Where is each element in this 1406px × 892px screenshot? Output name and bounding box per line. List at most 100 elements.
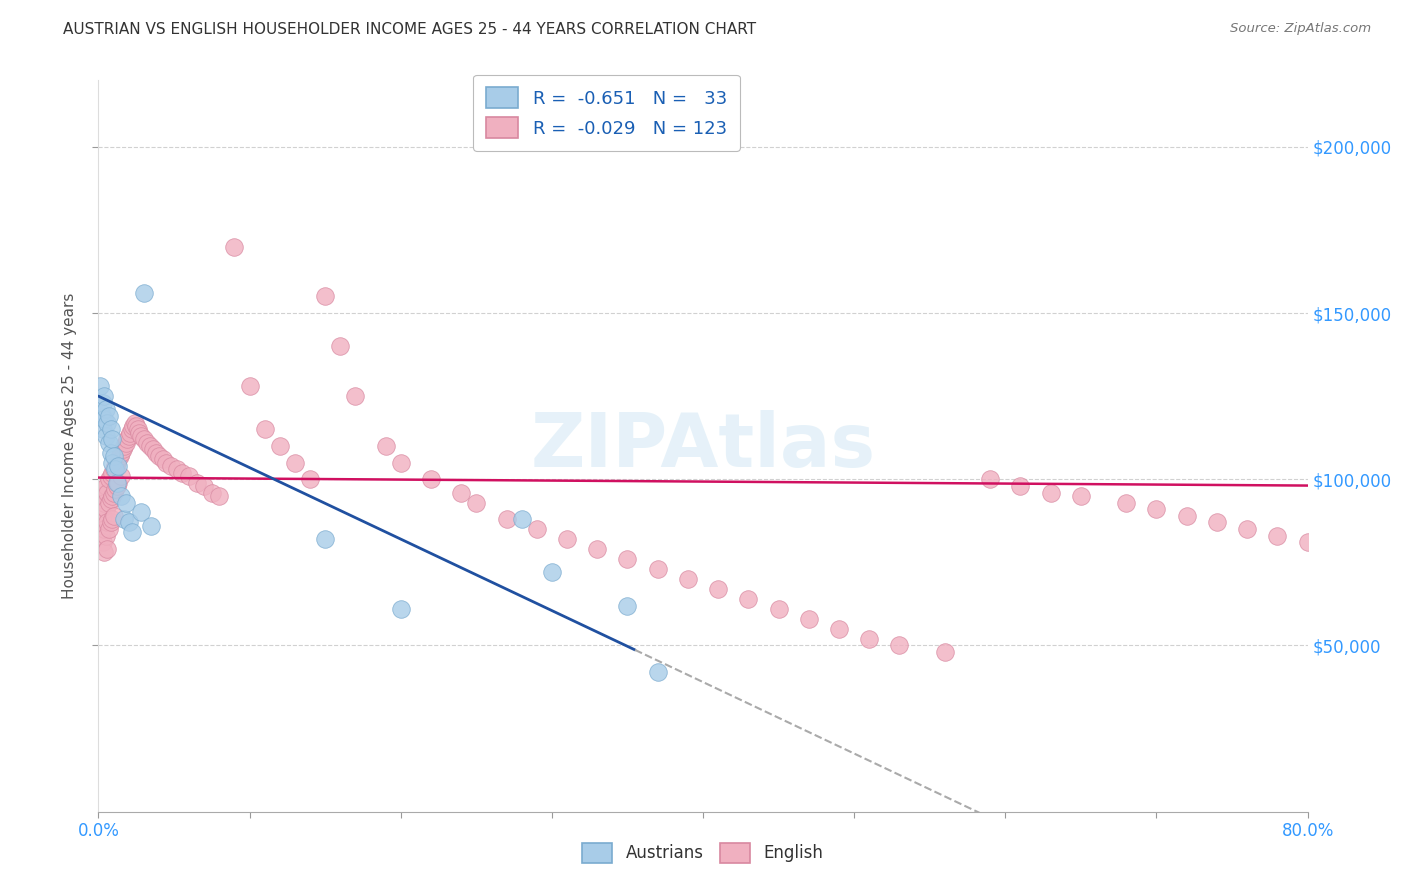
Point xyxy=(110,445,132,459)
Point xyxy=(104,462,127,476)
Point xyxy=(90,499,112,513)
Point xyxy=(129,429,152,443)
Legend: Austrians, English: Austrians, English xyxy=(575,837,831,869)
Point xyxy=(170,466,193,480)
Point xyxy=(1206,516,1229,530)
Point xyxy=(98,495,121,509)
Point xyxy=(118,516,141,530)
Point xyxy=(93,495,115,509)
Point xyxy=(1144,502,1167,516)
Point xyxy=(389,456,412,470)
Point xyxy=(101,466,124,480)
Point xyxy=(510,512,533,526)
Point xyxy=(105,479,128,493)
Point xyxy=(465,495,488,509)
Point xyxy=(1357,558,1379,573)
Point xyxy=(105,456,128,470)
Point xyxy=(89,489,111,503)
Point xyxy=(91,482,114,496)
Point xyxy=(314,289,336,303)
Point xyxy=(121,422,143,436)
Text: ZIPAtlas: ZIPAtlas xyxy=(530,409,876,483)
Point xyxy=(120,425,142,440)
Point xyxy=(284,456,307,470)
Point xyxy=(89,516,111,530)
Point xyxy=(155,456,177,470)
Text: Source: ZipAtlas.com: Source: ZipAtlas.com xyxy=(1230,22,1371,36)
Point xyxy=(1236,522,1258,536)
Point xyxy=(269,439,291,453)
Point xyxy=(179,469,201,483)
Point xyxy=(797,612,820,626)
Point xyxy=(108,449,131,463)
Point xyxy=(89,379,111,393)
Point xyxy=(329,339,352,353)
Point xyxy=(420,472,443,486)
Point xyxy=(889,639,911,653)
Point xyxy=(93,412,115,426)
Point xyxy=(129,506,152,520)
Point xyxy=(253,422,276,436)
Point xyxy=(1267,529,1289,543)
Point xyxy=(314,532,336,546)
Point xyxy=(114,495,136,509)
Point xyxy=(1372,566,1395,580)
Point xyxy=(112,512,135,526)
Point xyxy=(103,449,125,463)
Point xyxy=(495,512,517,526)
Point xyxy=(101,489,124,503)
Point xyxy=(94,429,117,443)
Point xyxy=(124,416,146,430)
Point xyxy=(1402,579,1406,593)
Point xyxy=(934,645,956,659)
Point xyxy=(160,458,183,473)
Point xyxy=(101,456,124,470)
Point xyxy=(1341,552,1364,566)
Point xyxy=(105,475,128,490)
Point xyxy=(139,439,162,453)
Point xyxy=(103,462,125,476)
Point xyxy=(1010,479,1032,493)
Point xyxy=(166,462,188,476)
Point xyxy=(145,445,167,459)
Point xyxy=(91,535,114,549)
Point xyxy=(224,239,246,253)
Point xyxy=(540,566,562,580)
Point xyxy=(96,416,118,430)
Point xyxy=(647,562,669,576)
Point xyxy=(91,396,114,410)
Point xyxy=(132,433,155,447)
Point xyxy=(616,552,638,566)
Point xyxy=(1070,489,1092,503)
Point xyxy=(828,622,851,636)
Point xyxy=(100,492,122,507)
Point xyxy=(118,429,141,443)
Y-axis label: Householder Income Ages 25 - 44 years: Householder Income Ages 25 - 44 years xyxy=(62,293,77,599)
Point xyxy=(94,402,117,417)
Point xyxy=(239,379,262,393)
Point xyxy=(100,445,122,459)
Point xyxy=(208,489,231,503)
Point xyxy=(1312,542,1334,557)
Point xyxy=(110,469,132,483)
Point xyxy=(107,458,129,473)
Point xyxy=(91,508,114,523)
Point xyxy=(1039,485,1062,500)
Point xyxy=(103,508,125,523)
Point xyxy=(100,516,122,530)
Point xyxy=(115,433,138,447)
Point xyxy=(107,452,129,467)
Point xyxy=(858,632,880,646)
Point xyxy=(616,599,638,613)
Point xyxy=(737,591,759,606)
Point xyxy=(90,529,112,543)
Point xyxy=(96,485,118,500)
Point xyxy=(344,389,367,403)
Point xyxy=(104,482,127,496)
Point xyxy=(1175,508,1198,523)
Point xyxy=(555,532,578,546)
Point xyxy=(299,472,322,486)
Point xyxy=(676,572,699,586)
Point xyxy=(110,489,132,503)
Point xyxy=(526,522,548,536)
